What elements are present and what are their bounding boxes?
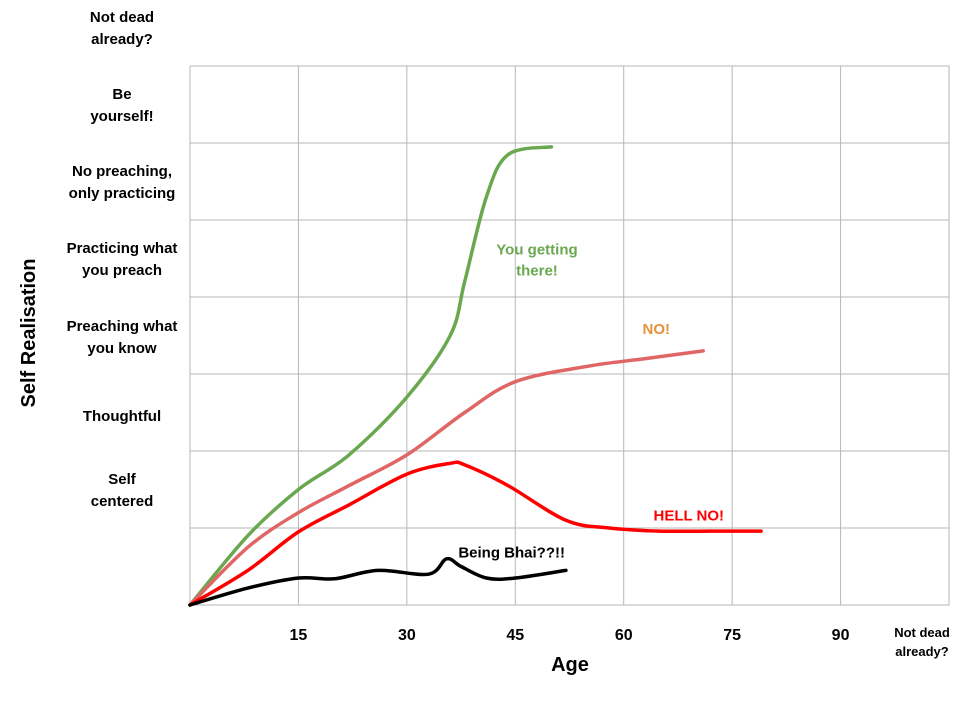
series-annotation: there! [516, 263, 558, 280]
series-lines [188, 145, 763, 607]
x-tick-label: 45 [506, 627, 524, 644]
series-line-2 [188, 460, 763, 607]
grid [189, 65, 950, 606]
plot-area-border [189, 65, 950, 606]
x-tick-label: Not dead [894, 625, 950, 640]
y-tick-label: Be [112, 86, 131, 103]
y-tick-label: centered [91, 493, 154, 510]
series-annotation: Being Bhai??!! [458, 544, 565, 561]
annotations: You getting there! NO! HELL NO! Being Bhai??… [458, 242, 724, 562]
x-tick-label: already? [895, 644, 949, 659]
y-tick-label: yourself! [90, 108, 153, 125]
y-axis-label: Self Realisation [18, 259, 40, 408]
y-tick-label: Not dead [90, 9, 154, 26]
series-annotation: HELL NO! [653, 507, 724, 524]
y-tick-label: Thoughtful [83, 408, 161, 425]
y-tick-label: Preaching what [67, 318, 178, 335]
y-tick-label: No preaching, [72, 163, 172, 180]
y-tick-label: you preach [82, 262, 162, 279]
series-annotation: You getting [496, 242, 577, 259]
x-tick-label: 15 [290, 627, 308, 644]
x-tick-label: 30 [398, 627, 416, 644]
series-line-1 [188, 349, 705, 607]
x-tick-label: 60 [615, 627, 633, 644]
series-line-3 [188, 556, 568, 607]
x-axis-label: Age [551, 654, 589, 676]
series-line-0 [188, 145, 554, 607]
series-annotation: NO! [642, 321, 670, 338]
y-tick-label: already? [91, 31, 153, 48]
y-tick-label: you know [87, 340, 157, 357]
tick-labels: 15 30 45 60 75 90 Not dead already? Self centered… [67, 9, 950, 659]
y-tick-label: Practicing what [67, 240, 178, 257]
x-tick-label: 75 [723, 627, 741, 644]
y-tick-label: only practicing [69, 185, 176, 202]
x-tick-label: 90 [832, 627, 850, 644]
y-tick-label: Self [108, 471, 137, 488]
